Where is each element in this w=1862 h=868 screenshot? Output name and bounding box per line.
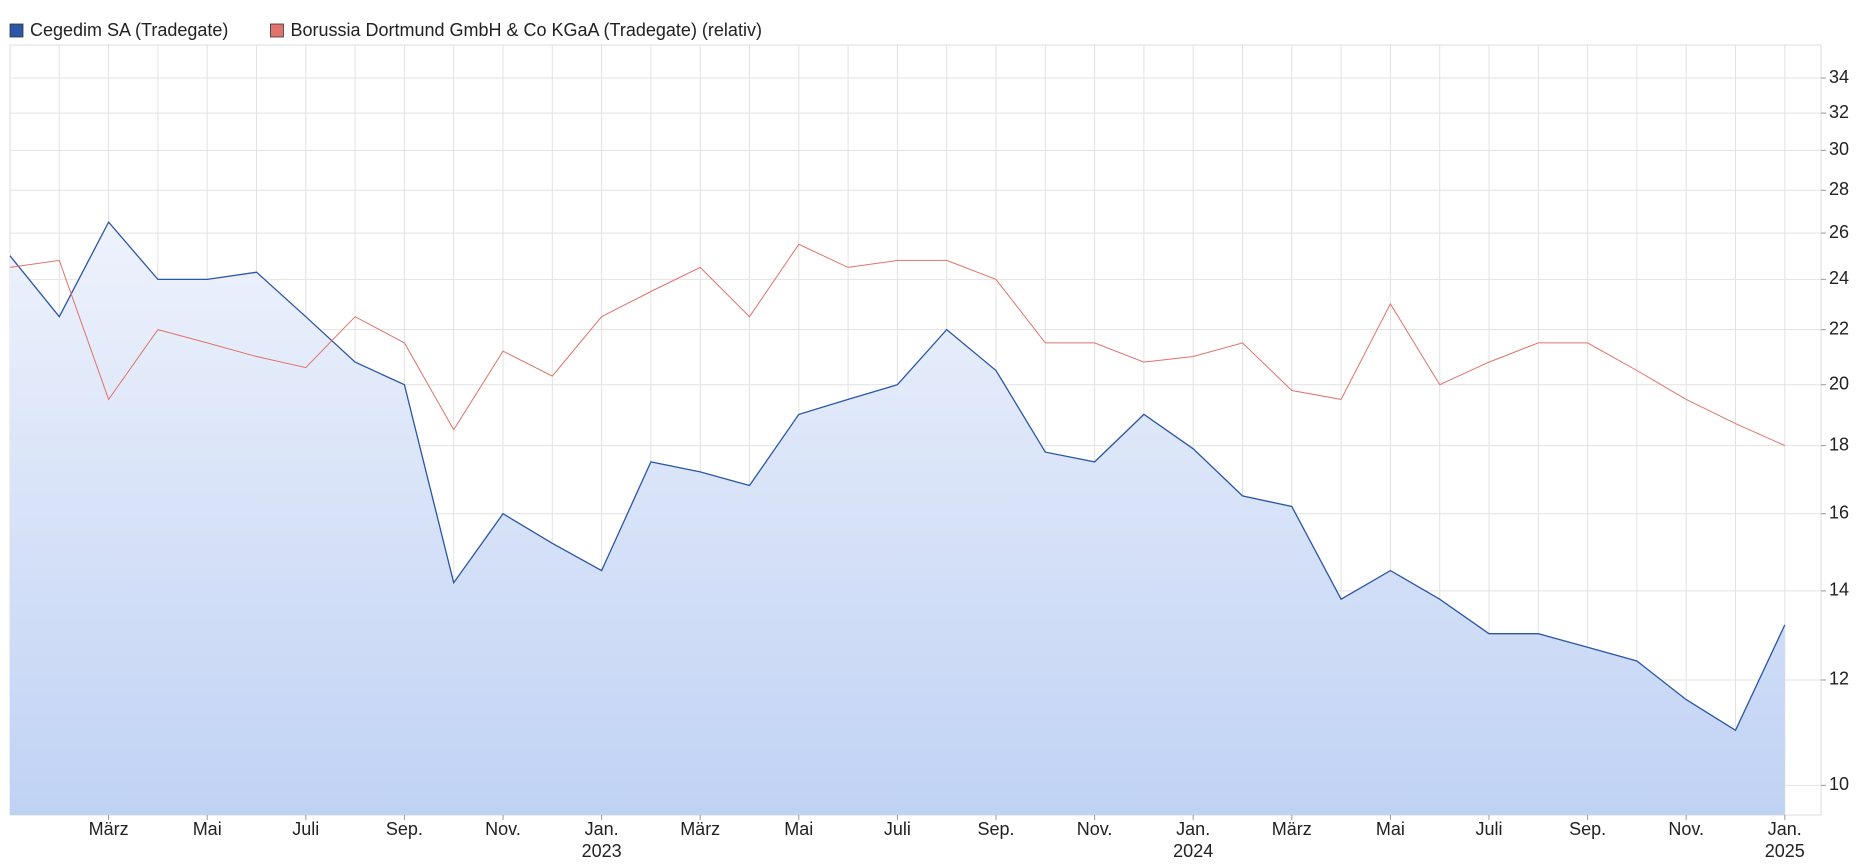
x-tick-label: März [89,819,129,839]
y-tick-label: 18 [1829,434,1849,454]
x-tick-label: Jan. [585,819,619,839]
y-tick-label: 12 [1829,669,1849,689]
area [10,222,1785,816]
x-year-label: 2023 [582,841,622,861]
x-tick-label: Sep. [977,819,1014,839]
x-year-label: 2025 [1765,841,1805,861]
x-tick-label: Mai [784,819,813,839]
x-tick-label: Juli [884,819,911,839]
x-tick-label: Mai [1376,819,1405,839]
y-tick-label: 20 [1829,373,1849,393]
x-tick-label: Jan. [1176,819,1210,839]
y-tick-label: 28 [1829,179,1849,199]
x-tick-label: März [1272,819,1312,839]
x-tick-label: Juli [1475,819,1502,839]
legend-swatch [270,23,284,38]
x-tick-label: Jan. [1768,819,1802,839]
y-tick-label: 16 [1829,502,1849,522]
x-tick-label: Sep. [1569,819,1606,839]
legend-label: Borussia Dortmund GmbH & Co KGaA (Tradeg… [290,20,762,40]
legend-label: Cegedim SA (Tradegate) [30,20,228,40]
x-tick-label: Nov. [1668,819,1704,839]
legend-swatch [9,23,24,38]
series-line [9,243,1786,447]
y-tick-label: 22 [1829,318,1849,338]
y-tick-label: 24 [1829,268,1849,288]
x-tick-label: Mai [193,819,222,839]
y-tick-label: 30 [1829,139,1849,159]
y-tick-label: 26 [1829,222,1849,242]
x-year-label: 2024 [1173,841,1213,861]
y-tick-label: 32 [1829,102,1849,122]
x-tick-label: Juli [292,819,319,839]
x-tick-label: Sep. [386,819,423,839]
y-tick-label: 34 [1829,67,1849,87]
series-line [9,220,1786,732]
y-tick-label: 14 [1829,580,1849,600]
x-tick-label: Nov. [1077,819,1113,839]
x-tick-label: Nov. [485,819,521,839]
x-tick-label: März [680,819,720,839]
y-tick-label: 10 [1829,774,1849,794]
